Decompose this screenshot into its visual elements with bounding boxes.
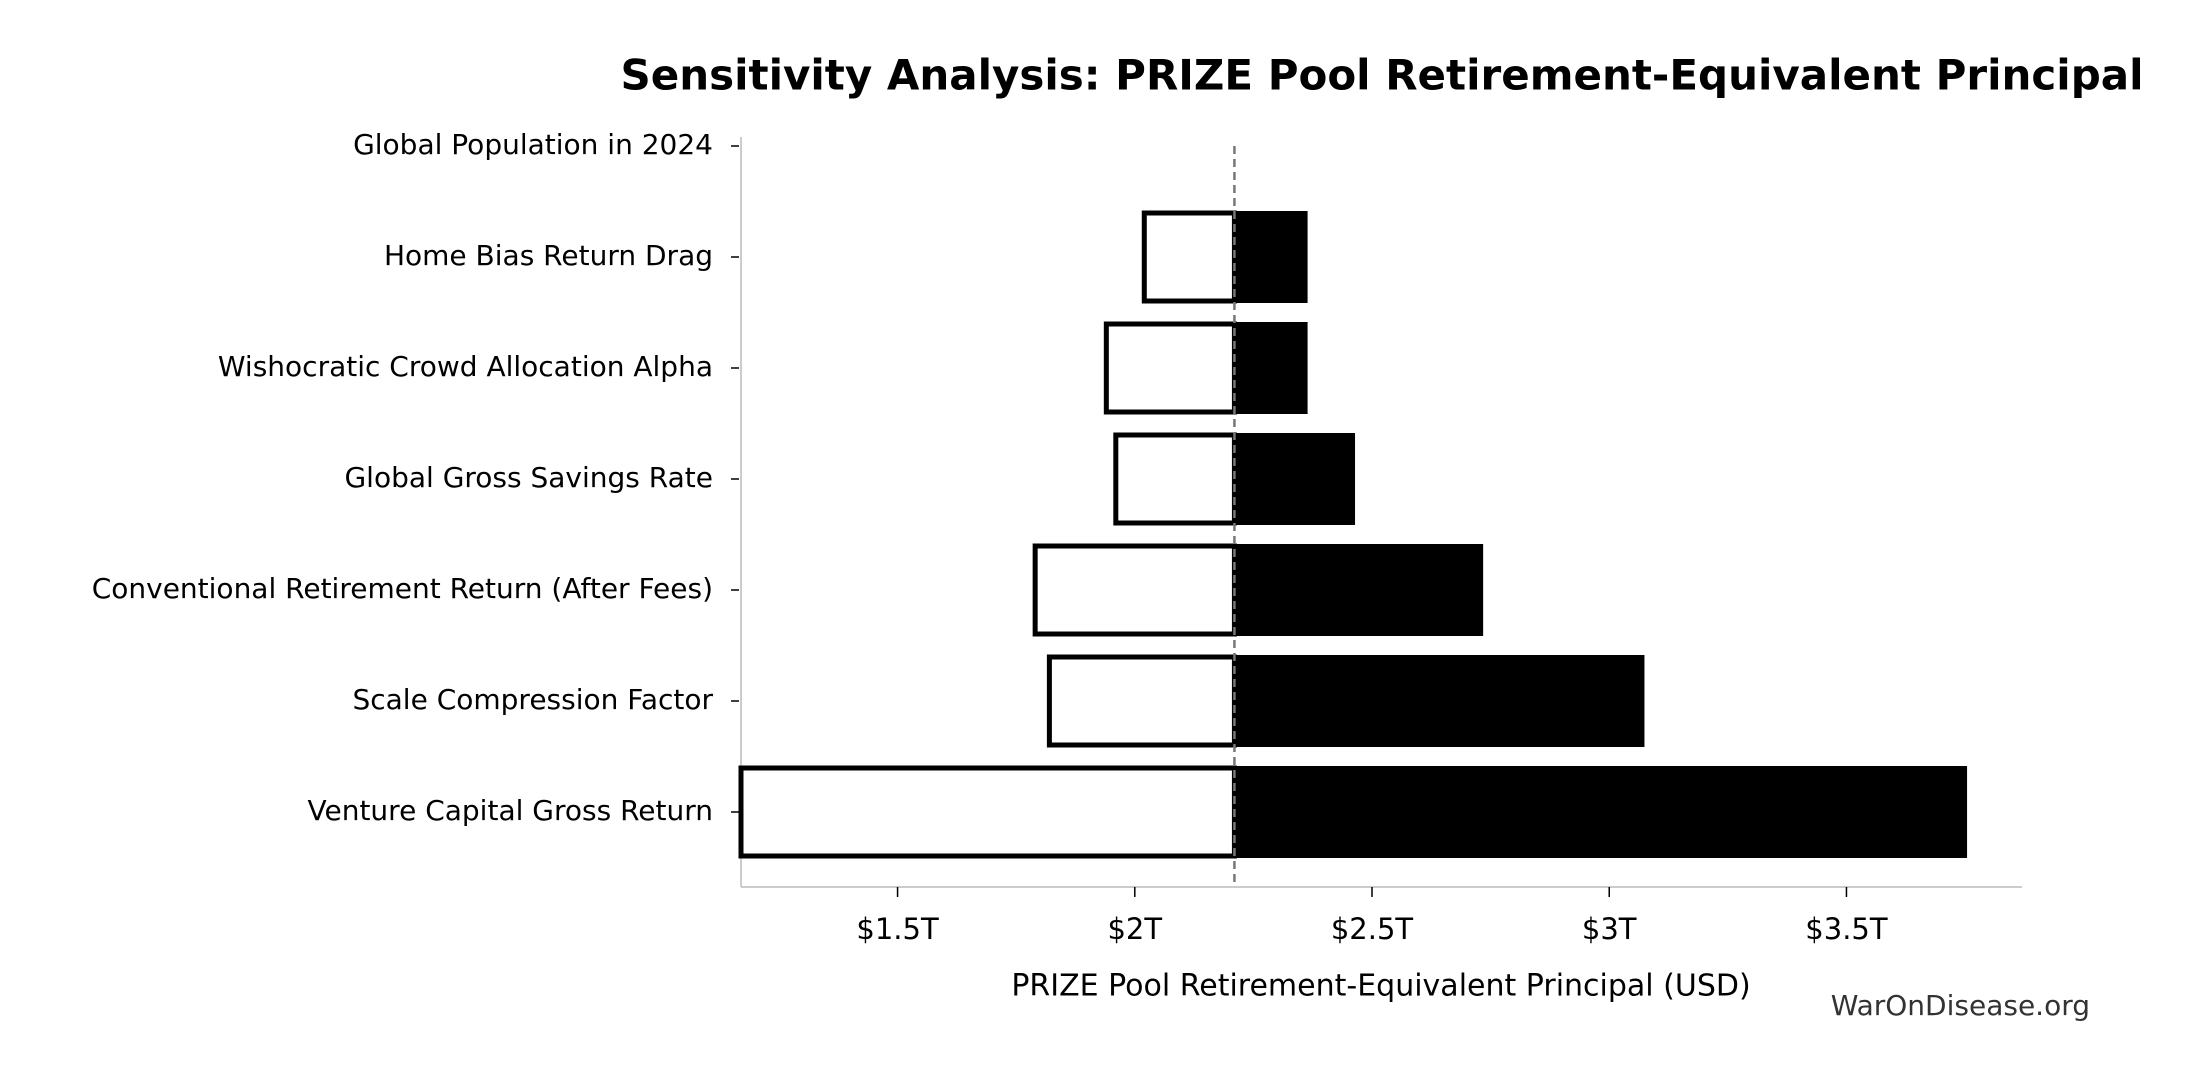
chart-title: Sensitivity Analysis: PRIZE Pool Retirem…: [620, 51, 2143, 100]
x-tick-label: $1.5T: [856, 912, 939, 946]
high-bar: [1232, 544, 1484, 636]
high-bar: [1232, 433, 1356, 525]
low-bar: [738, 765, 1237, 859]
watermark: WarOnDisease.org: [1831, 989, 2090, 1022]
y-tick-label: Global Population in 2024: [353, 128, 713, 161]
low-bar: [1103, 321, 1237, 415]
high-bar: [1232, 655, 1645, 747]
low-bar: [1113, 432, 1237, 526]
x-tick-label: $2T: [1107, 912, 1162, 946]
y-tick-label: Conventional Retirement Return (After Fe…: [92, 572, 713, 605]
low-bar: [1032, 543, 1237, 637]
x-tick-label: $2.5T: [1331, 912, 1414, 946]
x-tick-label: $3T: [1582, 912, 1637, 946]
y-tick-label: Scale Compression Factor: [352, 683, 713, 716]
x-axis-label: PRIZE Pool Retirement-Equivalent Princip…: [1011, 969, 1750, 1004]
x-tick-label: $3.5T: [1805, 912, 1888, 946]
y-tick-label: Global Gross Savings Rate: [344, 461, 713, 494]
y-tick-label: Home Bias Return Drag: [384, 239, 713, 272]
y-tick-label: Venture Capital Gross Return: [308, 794, 714, 827]
high-bar: [1232, 322, 1308, 414]
high-bar: [1232, 766, 1968, 858]
y-tick-label: Wishocratic Crowd Allocation Alpha: [218, 350, 713, 383]
low-bar: [1046, 654, 1237, 748]
low-bar: [1141, 210, 1237, 304]
high-bar: [1232, 211, 1308, 303]
